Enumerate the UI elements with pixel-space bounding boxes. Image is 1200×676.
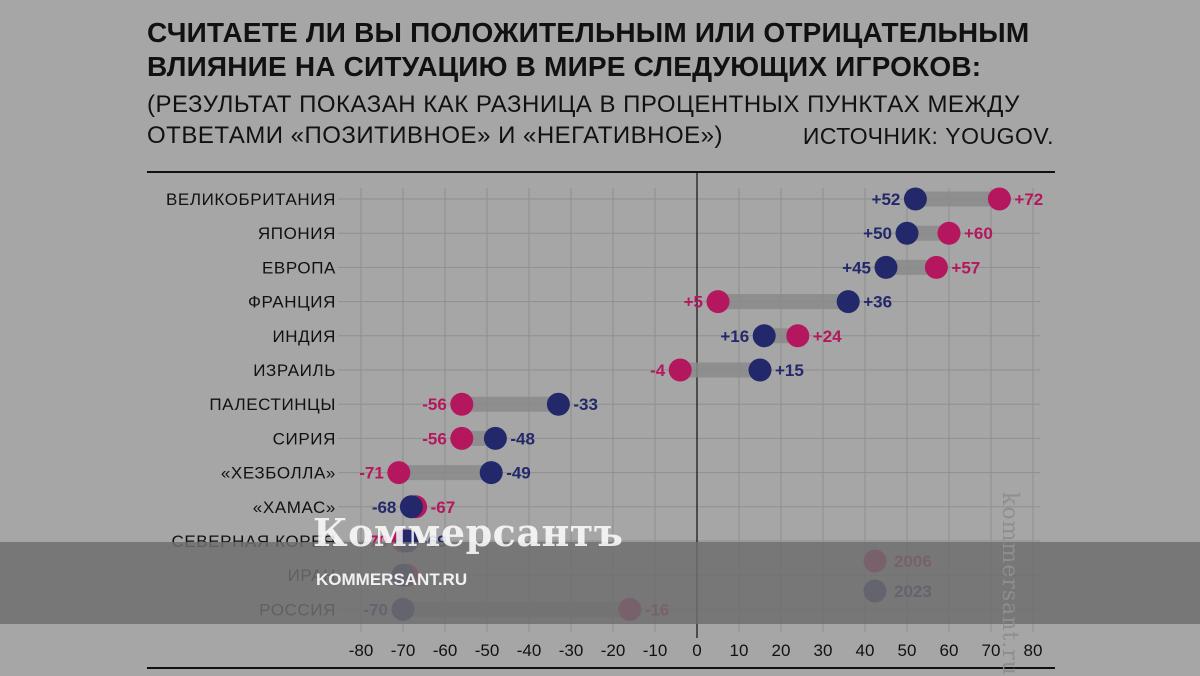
x-tick-label: 40	[856, 641, 875, 660]
dot-2023	[546, 392, 570, 416]
category-label: ЯПОНИЯ	[258, 224, 336, 243]
x-tick-label: -30	[559, 641, 584, 660]
category-label: СИРИЯ	[273, 429, 336, 448]
dot-2006	[924, 255, 948, 279]
category-label: ИНДИЯ	[272, 327, 336, 346]
dot-2023	[874, 255, 898, 279]
x-tick-label: -60	[433, 641, 458, 660]
dot-2023	[903, 187, 927, 211]
x-tick-label: -70	[391, 641, 416, 660]
watermark-logo: Коммерсантъ	[313, 510, 624, 555]
x-tick-label: 30	[814, 641, 833, 660]
dot-2006	[450, 392, 474, 416]
value-label-2023: +50	[863, 224, 892, 243]
category-label: «ХЕЗБОЛЛА»	[221, 464, 336, 483]
value-label-2023: +15	[775, 361, 804, 380]
chart-title-line-2: ВЛИЯНИЕ НА СИТУАЦИЮ В МИРЕ СЛЕДУЮЩИХ ИГР…	[147, 51, 982, 82]
dot-2023	[748, 358, 772, 382]
x-tick-label: -10	[643, 641, 668, 660]
dot-2023	[895, 221, 919, 245]
value-label-2023: +52	[872, 190, 901, 209]
chart-subtitle-line-1: (РЕЗУЛЬТАТ ПОКАЗАН КАК РАЗНИЦА В ПРОЦЕНТ…	[147, 91, 1020, 118]
chart-title-line-1: СЧИТАЕТЕ ЛИ ВЫ ПОЛОЖИТЕЛЬНЫМ ИЛИ ОТРИЦАТ…	[147, 17, 1030, 48]
category-label: ФРАНЦИЯ	[248, 293, 336, 312]
dot-2006	[387, 461, 411, 485]
value-label-2006: +72	[1014, 190, 1043, 209]
dot-2023	[479, 461, 503, 485]
value-label-2006: +24	[813, 327, 842, 346]
value-label-2006: +57	[951, 258, 980, 277]
dot-2006	[450, 426, 474, 450]
source-note: ИСТОЧНИК: YOUGOV.	[802, 123, 1054, 149]
x-tick-label: -80	[349, 641, 374, 660]
dot-2006	[706, 290, 730, 314]
watermark-side-text: kommersant.ru	[997, 492, 1022, 676]
category-label: ЕВРОПА	[262, 258, 336, 277]
value-label-2023: -33	[573, 395, 598, 414]
x-tick-label: -40	[517, 641, 542, 660]
value-label-2006: -71	[359, 464, 384, 483]
x-tick-label: -20	[601, 641, 626, 660]
x-tick-label: 60	[940, 641, 959, 660]
category-label: ПАЛЕСТИНЦЫ	[209, 395, 336, 414]
value-label-2006: -56	[422, 395, 447, 414]
x-tick-label: 20	[772, 641, 791, 660]
watermark-band	[0, 542, 1200, 624]
value-label-2023: +45	[842, 258, 871, 277]
dot-2023	[752, 324, 776, 348]
x-tick-label: -50	[475, 641, 500, 660]
value-label-2006: +5	[684, 293, 703, 312]
x-tick-label: 0	[692, 641, 701, 660]
dot-2023	[483, 426, 507, 450]
dot-2006	[668, 358, 692, 382]
value-label-2023: +16	[720, 327, 749, 346]
value-label-2023: -48	[510, 429, 535, 448]
value-label-2006: -4	[650, 361, 666, 380]
dot-2023	[399, 495, 423, 519]
value-label-2006: -67	[431, 498, 456, 517]
value-label-2006: -56	[422, 429, 447, 448]
dot-2006	[786, 324, 810, 348]
category-label: ИЗРАИЛЬ	[253, 361, 336, 380]
chart-subtitle-line-2: ОТВЕТАМИ «ПОЗИТИВНОЕ» И «НЕГАТИВНОЕ»)	[147, 122, 723, 149]
value-label-2023: -49	[506, 464, 531, 483]
dot-2006	[987, 187, 1011, 211]
x-tick-label: 50	[898, 641, 917, 660]
watermark-url: KOMMERSANT.RU	[316, 570, 468, 589]
value-label-2023: +36	[863, 293, 892, 312]
value-label-2006: +60	[964, 224, 993, 243]
dot-2023	[836, 290, 860, 314]
x-tick-label: 70	[982, 641, 1001, 660]
x-tick-label: 80	[1024, 641, 1043, 660]
dot-2006	[937, 221, 961, 245]
category-label: «ХАМАС»	[253, 498, 336, 517]
x-tick-label: 10	[730, 641, 749, 660]
category-label: ВЕЛИКОБРИТАНИЯ	[166, 190, 336, 209]
value-label-2023: -68	[372, 498, 397, 517]
